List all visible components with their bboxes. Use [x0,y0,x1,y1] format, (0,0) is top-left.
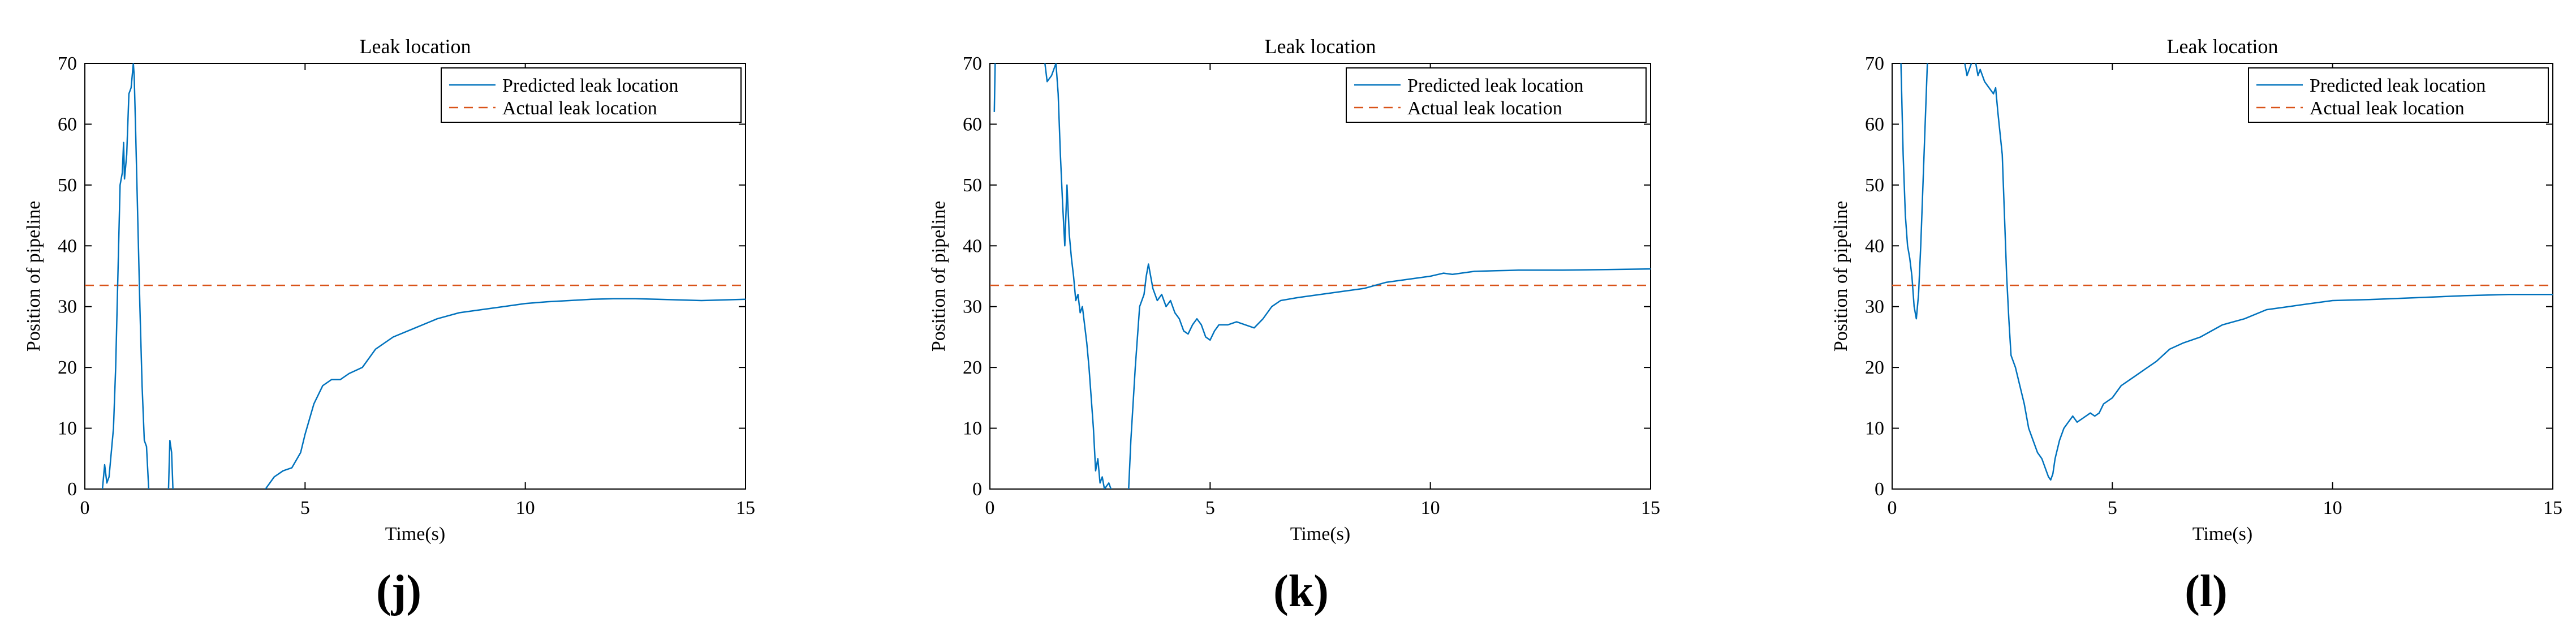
y-tick-label: 0 [67,479,77,500]
y-axis-label: Position of pipeline [1830,201,1851,351]
y-tick-label: 20 [1865,357,1884,378]
y-tick-label: 30 [963,297,982,318]
y-tick-label: 10 [1865,418,1884,439]
predicted-leak-line [993,63,996,112]
x-tick-label: 0 [1888,498,1897,518]
y-tick-label: 50 [963,175,982,196]
x-tick-label: 15 [2543,498,2562,518]
y-axis-label: Position of pipeline [23,201,44,351]
panel-label-l: (l) [2185,567,2228,616]
y-tick-label: 40 [1865,235,1884,256]
legend-label-predicted: Predicted leak location [1407,75,1584,96]
y-tick-label: 70 [58,53,77,74]
y-tick-label: 20 [58,357,77,378]
chart-j: Leak location 0 5 10 15 0 10 20 30 40 50 60 70 Time(s… [23,35,755,545]
predicted-leak-line [265,298,746,489]
x-tick-label: 0 [985,498,995,518]
x-axis-label: Time(s) [385,524,445,545]
x-tick-label: 0 [80,498,90,518]
predicted-leak-line [101,63,150,489]
legend-label-actual: Actual leak location [2310,98,2465,119]
predicted-leak-line [1964,63,1972,76]
plot-frame [1892,63,2553,490]
y-tick-label: 60 [58,114,77,135]
x-axis-label: Time(s) [1290,524,1350,545]
legend-label-predicted: Predicted leak location [502,75,679,96]
y-tick-label: 10 [58,418,77,439]
predicted-leak-line [167,439,174,489]
y-tick-label: 70 [1865,53,1884,74]
chart-panel-k: Leak location 0 5 10 15 0 10 20 30 40 50 60 70 Time(s… [905,0,1759,643]
x-tick-label: 10 [2323,498,2342,518]
legend-label-actual: Actual leak location [1407,98,1562,119]
predicted-leak-line [1055,63,1112,489]
x-tick-label: 10 [516,498,535,518]
chart-k: Leak location 0 5 10 15 0 10 20 30 40 50 60 70 Time(s… [928,35,1660,545]
chart-l: Leak location 0 5 10 15 0 10 20 30 40 50 60 70 Time(s… [1830,35,2562,545]
x-tick-label: 15 [736,498,755,518]
x-tick-label: 10 [1421,498,1440,518]
chart-title: Leak location [1265,35,1376,58]
y-tick-label: 0 [1875,479,1884,500]
y-tick-label: 50 [58,175,77,196]
plot-frame [84,63,746,490]
x-tick-label: 5 [2108,498,2117,518]
x-tick-label: 5 [1205,498,1215,518]
y-tick-label: 30 [1865,297,1884,318]
legend-label-actual: Actual leak location [502,98,657,119]
y-tick-label: 60 [1865,114,1884,135]
y-tick-label: 20 [963,357,982,378]
legend-box [2248,67,2549,123]
plot-frame [989,63,1651,490]
y-tick-label: 30 [58,297,77,318]
y-tick-label: 40 [58,235,77,256]
chart-panel-j: Leak location 0 5 10 15 0 10 20 30 40 50 60 70 Time(s… [0,0,854,643]
x-tick-label: 5 [300,498,310,518]
predicted-leak-line [1900,63,1928,320]
y-tick-label: 0 [972,479,982,500]
y-tick-label: 50 [1865,175,1884,196]
y-tick-label: 10 [963,418,982,439]
y-tick-label: 60 [963,114,982,135]
predicted-leak-line [1975,63,2553,481]
chart-title: Leak location [360,35,471,58]
chart-panel-l: Leak location 0 5 10 15 0 10 20 30 40 50 60 70 Time(s… [1807,0,2576,643]
y-tick-label: 40 [963,235,982,256]
x-axis-label: Time(s) [2192,524,2252,545]
x-tick-label: 15 [1641,498,1660,518]
legend-box [1346,67,1647,123]
y-axis-label: Position of pipeline [928,201,949,351]
chart-title: Leak location [2167,35,2278,58]
predicted-leak-line [1044,63,1057,83]
predicted-leak-line [1128,263,1651,489]
panel-label-k: (k) [1273,567,1329,616]
legend-label-predicted: Predicted leak location [2310,75,2486,96]
y-tick-label: 70 [963,53,982,74]
panel-label-j: (j) [376,567,421,616]
legend-box [441,67,742,123]
